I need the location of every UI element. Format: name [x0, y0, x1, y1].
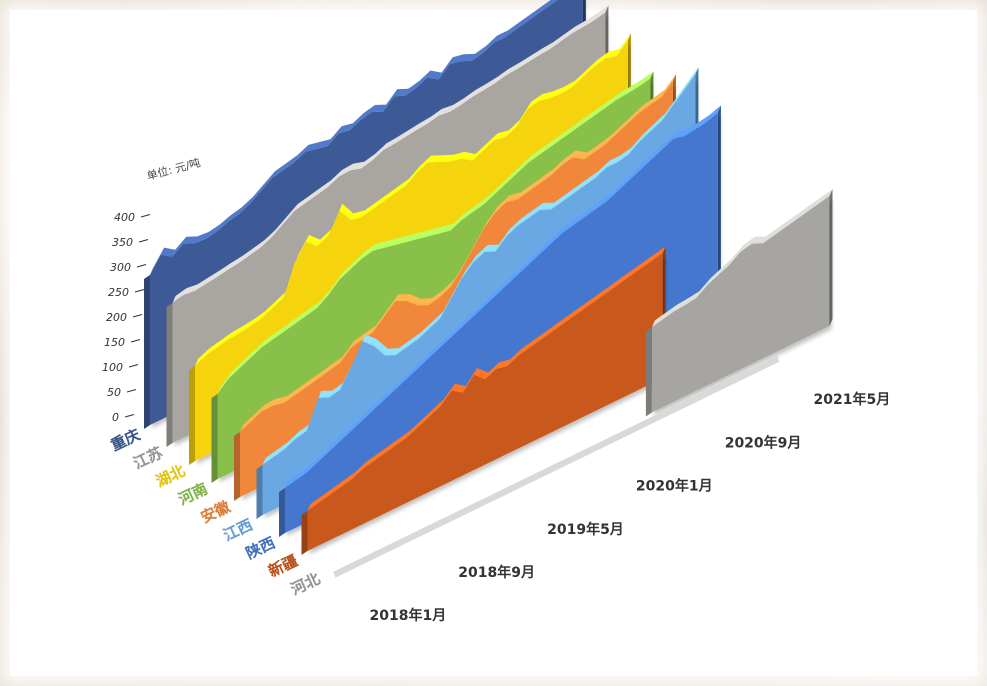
category-label: 陕西 — [243, 534, 278, 563]
series-endcap-河北 — [829, 189, 833, 326]
y-tick-label: 300 — [110, 261, 131, 274]
date-tick-label: 2020年1月 — [636, 478, 713, 495]
y-tick-mark — [136, 264, 147, 268]
y-tick-label: 350 — [112, 236, 133, 249]
category-label: 河南 — [176, 480, 211, 509]
y-tick-label: 50 — [107, 386, 121, 399]
series-ridge-江苏 — [172, 5, 609, 304]
unit-label: 单位: 元/吨 — [145, 155, 202, 183]
series-side-新疆 — [301, 511, 308, 555]
series-side-江苏 — [166, 303, 173, 447]
y-tick-label: 400 — [114, 211, 135, 224]
series-area-陕西 — [285, 112, 718, 534]
category-label: 湖北 — [153, 462, 188, 491]
date-tick-label: 2018年1月 — [370, 607, 447, 624]
series-side-河南 — [211, 394, 218, 483]
series-ridge-陕西 — [285, 105, 721, 489]
series-ridge-新疆 — [307, 246, 666, 511]
category-label: 江苏 — [131, 444, 166, 473]
date-tick-label: 2020年9月 — [725, 434, 802, 451]
y-tick-label: 0 — [112, 411, 119, 424]
series-side-江西 — [256, 465, 263, 519]
y-tick-label: 250 — [108, 286, 129, 299]
category-label: 新疆 — [266, 552, 301, 581]
series-ridge-河北 — [651, 189, 833, 328]
y-tick-mark — [132, 314, 143, 318]
series-ridge-湖北 — [195, 33, 631, 367]
category-label: 安徽 — [198, 497, 234, 526]
y-tick-mark — [130, 339, 141, 343]
date-tick-label: 2019年5月 — [547, 521, 624, 538]
category-label: 河北 — [288, 570, 323, 599]
x-axis-floor — [333, 355, 780, 578]
category-label: 重庆 — [108, 426, 143, 455]
series-side-湖北 — [189, 366, 195, 465]
y-tick-mark — [126, 389, 137, 393]
series-side-河北 — [645, 327, 652, 417]
category-label: 江西 — [221, 516, 256, 545]
series-河北 — [645, 189, 833, 417]
series-endcap-陕西 — [717, 105, 721, 323]
series-side-重庆 — [144, 275, 150, 429]
date-axis: 2018年1月 2018年9月 2019年5月 2020年1月 2020年9月 2021年… — [370, 391, 891, 624]
y-tick-mark — [138, 239, 149, 243]
y-axis: 400 350 300 250 200 150 100 50 0 — [102, 211, 151, 424]
series-layer — [144, 0, 833, 555]
y-tick-mark — [124, 414, 135, 418]
y-tick-label: 150 — [104, 336, 125, 349]
y-tick-mark — [140, 214, 151, 218]
y-tick-label: 200 — [106, 311, 127, 324]
y-tick-mark — [128, 364, 139, 368]
series-area-河北 — [651, 196, 830, 413]
series-area-新疆 — [307, 253, 663, 551]
y-tick-label: 100 — [102, 361, 123, 374]
date-tick-label: 2018年9月 — [458, 564, 535, 581]
x-floor-layer — [333, 355, 780, 578]
series-ridge-重庆 — [150, 0, 558, 275]
y-tick-mark — [134, 289, 145, 293]
series-side-安徽 — [234, 432, 240, 501]
series-area-江西 — [262, 74, 696, 516]
series-ridge-河南 — [217, 71, 654, 395]
date-tick-label: 2021年5月 — [814, 391, 891, 408]
series-陕西 — [279, 105, 721, 537]
series-side-陕西 — [279, 488, 285, 537]
